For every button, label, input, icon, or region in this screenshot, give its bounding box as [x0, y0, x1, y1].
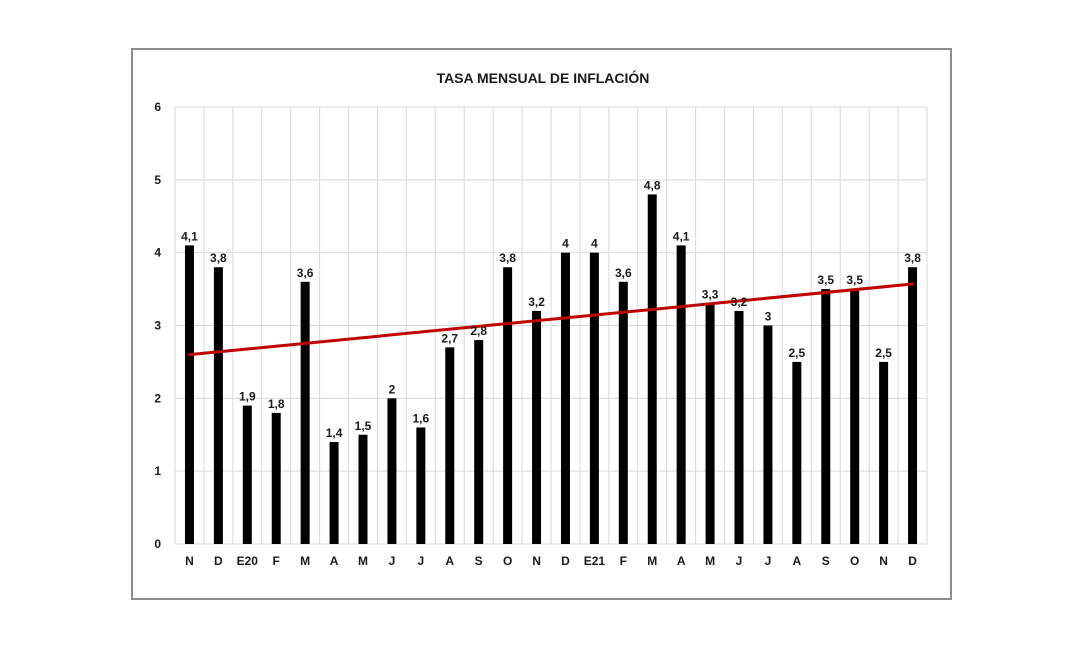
bar	[213, 267, 223, 544]
x-tick-label: M	[358, 554, 368, 568]
data-labels: 4,1 3,8 1,9 1,8 3,6 1,4 1,5 2 1,6 2,7 2,8 3,8 3,2 4 4 3…	[181, 178, 921, 440]
x-tick-label: S	[475, 554, 483, 568]
x-tick-label: A	[330, 554, 339, 568]
bar	[503, 267, 513, 544]
x-tick-label: F	[620, 554, 627, 568]
chart-frame: TASA MENSUAL DE INFLACIÓN 4,1 3,8 1,9 1,8 3,…	[131, 48, 952, 600]
bar	[879, 361, 889, 544]
data-label: 1,9	[239, 390, 256, 404]
bar	[821, 289, 831, 544]
x-tick-label: D	[214, 554, 223, 568]
bar	[850, 289, 860, 544]
bars	[184, 194, 918, 544]
x-tick-label: J	[389, 554, 396, 568]
bar	[416, 427, 426, 544]
x-tick-label: J	[736, 554, 743, 568]
data-label: 3,5	[846, 273, 863, 287]
bar	[792, 361, 802, 544]
data-label: 1,4	[326, 426, 343, 440]
data-label: 3,2	[731, 295, 748, 309]
data-label: 4,8	[644, 178, 661, 192]
y-tick-label: 6	[154, 100, 161, 114]
trendline	[187, 282, 915, 357]
bar	[532, 310, 542, 544]
data-label: 1,8	[268, 397, 285, 411]
data-label: 4	[562, 237, 569, 251]
bar	[474, 340, 484, 544]
data-label: 3,6	[615, 266, 632, 280]
x-tick-label: A	[793, 554, 802, 568]
data-label: 1,6	[413, 411, 430, 425]
y-tick-label: 4	[154, 246, 161, 260]
x-tick-label: E21	[584, 554, 606, 568]
data-label: 4,1	[673, 229, 690, 243]
x-tick-label: S	[822, 554, 830, 568]
y-tick-label: 2	[154, 391, 161, 405]
x-tick-label: J	[418, 554, 425, 568]
bar	[560, 252, 570, 544]
bar	[242, 405, 252, 544]
data-label: 2,7	[441, 331, 458, 345]
bar	[618, 281, 628, 544]
x-tick-label: A	[677, 554, 686, 568]
x-tick-label: M	[705, 554, 715, 568]
bar	[358, 434, 368, 544]
y-tick-label: 5	[154, 173, 161, 187]
data-label: 2	[389, 382, 396, 396]
y-tick-label: 3	[154, 319, 161, 333]
x-tick-label: M	[647, 554, 657, 568]
y-tick-label: 1	[154, 464, 161, 478]
x-tick-label: D	[908, 554, 917, 568]
data-label: 2,5	[789, 346, 806, 360]
bar	[705, 303, 715, 544]
data-label: 3,5	[817, 273, 834, 287]
data-label: 3,8	[499, 251, 516, 265]
data-label: 3,3	[702, 288, 719, 302]
x-tick-label: N	[879, 554, 888, 568]
x-tick-label: F	[273, 554, 280, 568]
x-tick-label: E20	[237, 554, 259, 568]
x-tick-label: N	[532, 554, 541, 568]
data-label: 3,6	[297, 266, 314, 280]
bar	[387, 398, 397, 544]
bar	[271, 412, 281, 544]
x-tick-label: O	[503, 554, 512, 568]
bar	[763, 325, 773, 544]
x-tick-label: O	[850, 554, 859, 568]
x-tick-label: J	[765, 554, 772, 568]
x-axis: N D E20 F M A M J J A S O N D E21 F M A M J J A S O N D	[185, 554, 917, 568]
data-label: 2,8	[470, 324, 487, 338]
data-label: 4	[591, 237, 598, 251]
y-axis: 0 1 2 3 4 5 6	[154, 100, 161, 551]
chart-title: TASA MENSUAL DE INFLACIÓN	[437, 69, 650, 86]
bar	[676, 245, 686, 544]
x-tick-label: D	[561, 554, 570, 568]
x-tick-label: N	[185, 554, 194, 568]
bar	[908, 267, 918, 544]
bar	[445, 347, 455, 544]
bar	[300, 281, 310, 544]
data-label: 3,2	[528, 295, 545, 309]
trendline-layer	[187, 282, 915, 357]
y-tick-label: 0	[154, 537, 161, 551]
x-tick-label: A	[445, 554, 454, 568]
bar	[734, 310, 744, 544]
data-label: 2,5	[875, 346, 892, 360]
bar	[589, 252, 599, 544]
chart: TASA MENSUAL DE INFLACIÓN 4,1 3,8 1,9 1,8 3,…	[154, 69, 928, 568]
data-label: 4,1	[181, 229, 198, 243]
grid	[174, 106, 928, 545]
data-label: 3,8	[210, 251, 227, 265]
data-label: 3	[765, 310, 772, 324]
bar	[184, 245, 194, 544]
data-label: 1,5	[355, 419, 372, 433]
data-label: 3,8	[904, 251, 921, 265]
x-tick-label: M	[300, 554, 310, 568]
bar	[647, 194, 657, 544]
bar	[329, 442, 339, 544]
